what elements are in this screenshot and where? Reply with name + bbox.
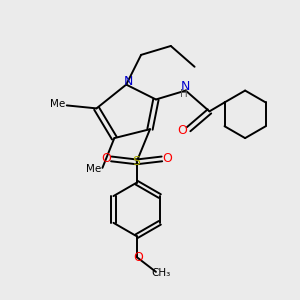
Text: H: H [180, 89, 188, 99]
Text: N: N [124, 74, 133, 88]
Text: S: S [133, 155, 141, 168]
Text: CH₃: CH₃ [152, 268, 171, 278]
Text: O: O [133, 251, 143, 264]
Text: Me: Me [50, 99, 65, 109]
Text: O: O [101, 152, 111, 165]
Text: N: N [181, 80, 190, 94]
Text: O: O [177, 124, 187, 137]
Text: Me: Me [86, 164, 101, 174]
Text: O: O [162, 152, 172, 165]
